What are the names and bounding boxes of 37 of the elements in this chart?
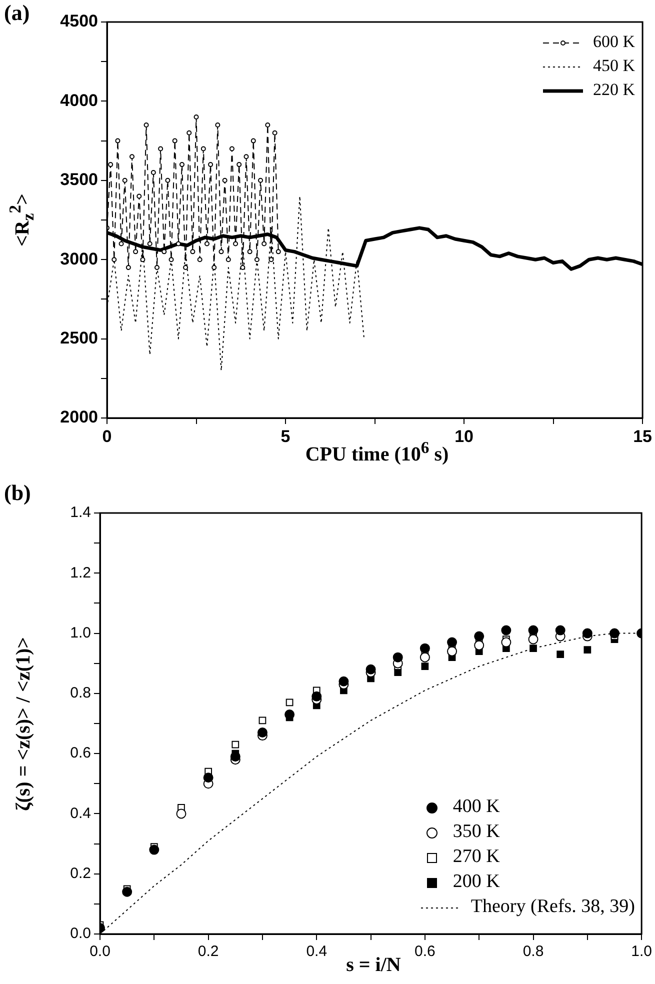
y-tick-label: 0.2 [70, 865, 91, 882]
x-axis-title: s = i/N [346, 954, 401, 976]
x-tick-label: 0 [102, 426, 112, 446]
y-tick-label: 3000 [60, 249, 98, 268]
x-tick-label: 10 [454, 426, 474, 446]
legend-label: 220 K [592, 79, 635, 101]
x-tick-label: 1.0 [631, 943, 652, 960]
y-tick-label: 4500 [60, 12, 98, 31]
legend-label: 600 K [592, 31, 635, 53]
legend-label: 270 K [452, 845, 501, 869]
x-tick-label: 0.6 [414, 943, 436, 960]
y-tick-label: 0.4 [70, 804, 91, 822]
legend-label: 450 K [592, 55, 635, 77]
legend-label: Theory (Refs. 38, 39) [470, 895, 635, 919]
y-tick-label: 1.2 [70, 564, 91, 582]
y-axis-title: ζ(s) = <z(s)> / <z(1)> [12, 636, 36, 811]
legend-label: 200 K [452, 870, 501, 894]
x-tick-label: 0.8 [522, 943, 544, 960]
x-tick-label: 0.0 [90, 943, 110, 960]
x-tick-label: 5 [280, 426, 290, 446]
y-tick-label: 1.4 [70, 504, 91, 522]
x-tick-label: 0.2 [198, 943, 219, 960]
y-tick-label: 3500 [60, 170, 98, 190]
y-tick-label: 0.8 [70, 684, 91, 702]
y-tick-label: 0.0 [70, 925, 91, 942]
x-axis-title: CPU time (10$^{6}$ s) [305, 438, 449, 466]
y-tick-label: 2500 [60, 328, 98, 348]
chart-title: (b) [4, 480, 31, 506]
legend-label: 400 K [452, 795, 501, 819]
y-tick-label: 0.6 [70, 744, 91, 762]
chart-title: (a) [4, 0, 30, 26]
x-tick-label: 0.4 [306, 943, 328, 960]
y-tick-label: 4000 [60, 90, 98, 110]
x-tick-label: 15 [633, 426, 652, 446]
y-tick-label: 2000 [60, 408, 98, 427]
legend-label: 350 K [452, 820, 501, 844]
y-tick-label: 1.0 [70, 624, 91, 642]
